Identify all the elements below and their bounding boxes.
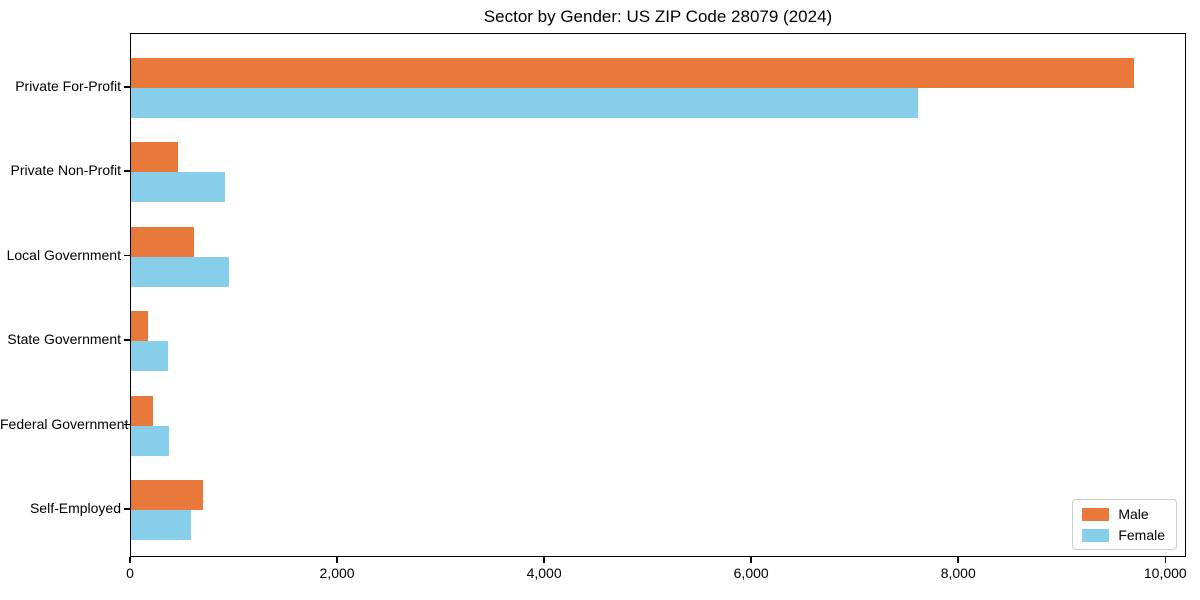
xtick-label-8-000: 8,000 [940,565,976,581]
ytick-label-state-government: State Government [7,331,121,348]
xtick-label-6-000: 6,000 [733,565,769,581]
xtick-mark [129,557,131,563]
ytick-mark [124,254,130,257]
ytick-label-local-government: Local Government [6,246,121,263]
bar-male-private-non-profit [131,142,178,173]
xtick-mark [957,557,959,563]
ytick-mark [124,170,130,172]
legend-label-female: Female [1118,527,1165,543]
xtick-mark [543,557,545,563]
bar-male-private-for-profit [131,58,1134,88]
ytick-mark [124,86,130,88]
legend: Male Female [1072,499,1177,550]
xtick-label-2-000: 2,000 [319,565,355,581]
xtick-label-0: 0 [126,565,134,581]
legend-swatch-female [1082,528,1110,542]
xtick-mark [750,557,752,563]
bar-male-self-employed [131,480,203,510]
ytick-mark [124,339,130,341]
legend-entry-male: Male [1082,507,1165,521]
bar-male-local-government [131,226,194,257]
ytick-mark [124,508,130,510]
bar-female-state-government [131,341,168,372]
plot-area: Male Female [130,33,1186,557]
bar-female-self-employed [131,510,191,540]
bar-female-local-government [131,256,229,287]
bar-female-federal-government [131,425,169,456]
ytick-label-self-employed: Self-Employed [29,500,121,516]
legend-label-male: Male [1118,506,1149,522]
bar-female-private-for-profit [131,88,918,118]
bar-female-private-non-profit [131,172,225,203]
ytick-mark [124,423,130,426]
xtick-label-4-000: 4,000 [526,565,562,581]
chart-title: Sector by Gender: US ZIP Code 28079 (202… [483,7,833,26]
bar-male-federal-government [131,395,153,426]
ytick-label-private-for-profit: Private For-Profit [15,78,121,94]
bar-male-state-government [131,311,148,342]
xtick-mark [336,557,338,563]
ytick-label-federal-government: Federal Government [0,415,129,432]
xtick-mark [1164,557,1167,563]
legend-entry-female: Female [1082,528,1165,542]
ytick-label-private-non-profit: Private Non-Profit [10,162,121,179]
legend-swatch-male [1082,507,1110,521]
xtick-label-10-000: 10,000 [1143,565,1187,581]
